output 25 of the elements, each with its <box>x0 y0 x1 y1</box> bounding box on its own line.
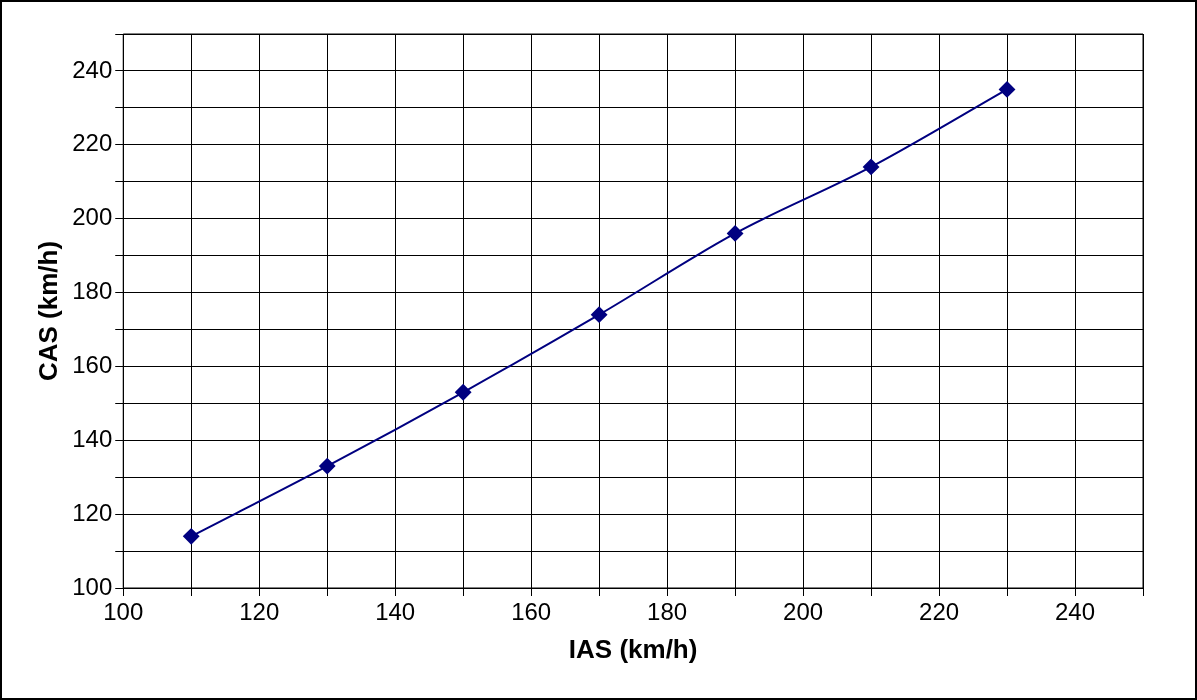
x-axis-title: IAS (km/h) <box>568 633 698 664</box>
x-tick-label: 220 <box>919 598 960 626</box>
x-tick-label: 120 <box>239 598 280 626</box>
x-tick-label: 140 <box>375 598 416 626</box>
point <box>591 306 608 323</box>
point <box>455 384 472 401</box>
y-tick-label: 200 <box>72 203 113 231</box>
point <box>319 458 336 475</box>
y-tick-label: 240 <box>72 55 113 83</box>
x-tick-label: 100 <box>103 598 144 626</box>
y-tick-label: 220 <box>72 129 113 157</box>
x-tick-label: 180 <box>647 598 688 626</box>
x-tick-label: 160 <box>511 598 552 626</box>
point <box>727 225 744 242</box>
y-tick-label: 160 <box>72 351 113 379</box>
x-tick-label: 200 <box>783 598 824 626</box>
point <box>863 158 880 175</box>
y-tick-label: 100 <box>72 572 113 600</box>
y-tick-label: 120 <box>72 498 113 526</box>
point <box>183 528 200 545</box>
point <box>999 81 1016 98</box>
y-tick-label: 180 <box>72 277 113 305</box>
x-tick-label: 240 <box>1054 598 1096 626</box>
y-axis-title: CAS (km/h) <box>32 240 63 382</box>
y-tick-label: 140 <box>72 424 113 452</box>
